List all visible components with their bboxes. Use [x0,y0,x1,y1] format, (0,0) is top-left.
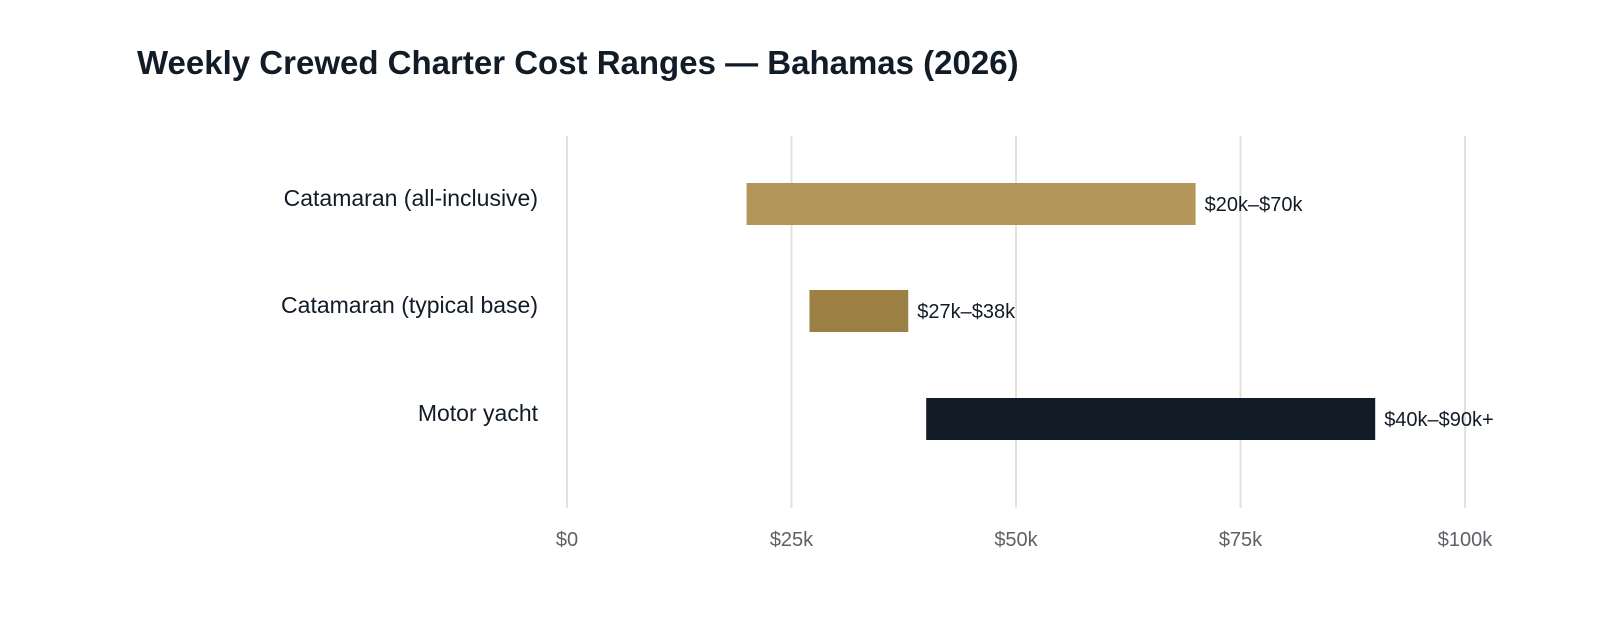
x-tick-label: $100k [1438,529,1493,551]
range-bars [746,183,1376,440]
range-bar [746,183,1196,225]
category-label: Motor yacht [418,400,539,426]
x-tick-label: $75k [1219,529,1263,551]
category-label: Catamaran (typical base) [281,292,538,318]
category-label: Catamaran (all-inclusive) [284,185,538,211]
range-value-label: $27k–$38k [917,301,1016,323]
x-tick-label: $0 [556,529,578,551]
x-tick-label: $25k [770,529,814,551]
value-labels: $20k–$70k $27k–$38k $40k–$90k+ [917,194,1494,431]
x-tick-label: $50k [994,529,1038,551]
chart-title: Weekly Crewed Charter Cost Ranges — Baha… [137,44,1019,81]
category-labels: Catamaran (all-inclusive) Catamaran (typi… [281,185,539,426]
range-bar [926,398,1376,440]
range-value-label: $20k–$70k [1205,194,1304,216]
range-value-label: $40k–$90k+ [1384,409,1494,431]
range-bar [809,290,909,332]
x-axis-tick-labels: $0 $25k $50k $75k $100k [556,529,1493,551]
